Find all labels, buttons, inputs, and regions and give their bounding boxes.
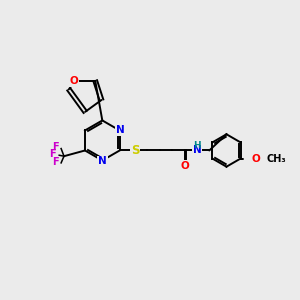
Text: CH₃: CH₃: [266, 154, 286, 164]
Text: N: N: [116, 125, 125, 135]
Text: F: F: [52, 142, 59, 152]
Text: F: F: [52, 157, 59, 167]
Text: O: O: [70, 76, 79, 86]
Text: H: H: [193, 141, 201, 150]
Text: N: N: [193, 146, 201, 155]
Text: F: F: [49, 149, 56, 159]
Text: O: O: [251, 154, 260, 164]
Text: S: S: [131, 144, 139, 157]
Text: O: O: [180, 161, 189, 171]
Text: N: N: [98, 156, 107, 167]
